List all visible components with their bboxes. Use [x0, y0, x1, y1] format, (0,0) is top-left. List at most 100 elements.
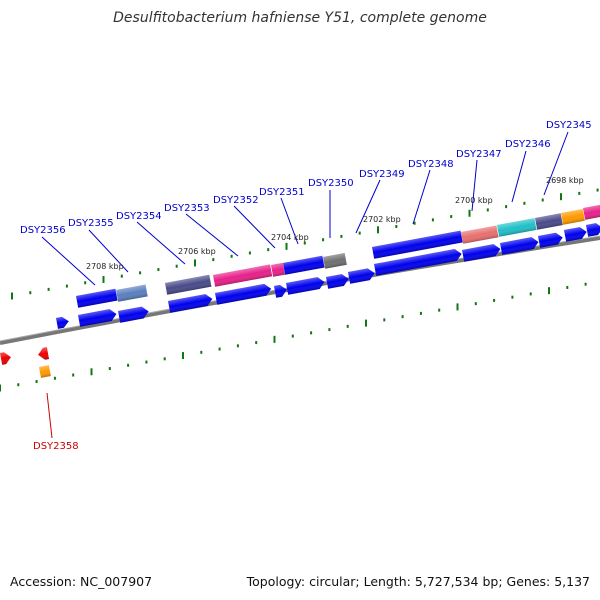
gene-shading: [76, 288, 118, 308]
gene-shading: [564, 227, 587, 242]
gene-label-dsy2345[interactable]: DSY2345: [546, 120, 592, 131]
gene-shading: [0, 352, 11, 365]
leader-line: [412, 169, 431, 225]
gene-arrow: [326, 274, 349, 289]
leader-line: [233, 205, 276, 249]
gene-dsy2355: [116, 284, 148, 302]
gene-shading: [118, 306, 149, 323]
gene-shading: [326, 274, 349, 289]
gene-shading: [461, 225, 499, 244]
gene-shading: [500, 237, 539, 255]
gene-shading: [586, 223, 600, 237]
gene-shading: [374, 249, 462, 276]
gene-shading: [283, 255, 325, 275]
gene-dsy2349: [372, 230, 463, 259]
gene-label-dsy2356[interactable]: DSY2356: [20, 225, 66, 236]
gene-shading: [462, 244, 501, 262]
gene-label-dsy2350[interactable]: DSY2350: [308, 178, 354, 189]
gene-label-dsy2346[interactable]: DSY2346: [505, 139, 551, 150]
gene-arrow: [586, 223, 600, 237]
gene-shading: [39, 365, 51, 378]
gene-shading: [215, 283, 272, 305]
leader-line: [511, 150, 527, 203]
leader-line: [88, 229, 129, 273]
gene-arrow: [118, 306, 149, 323]
gene-arrow: [564, 227, 587, 242]
gene-orange: [39, 365, 51, 378]
gene-arrow: [56, 316, 69, 329]
leader-line: [543, 131, 569, 196]
gene-shading: [271, 262, 285, 277]
gene-arrow: [374, 249, 462, 276]
gene-dsy2350: [323, 252, 347, 269]
gene-arrow: [286, 277, 325, 295]
gene-label-dsy2353[interactable]: DSY2353: [164, 203, 210, 214]
gene-shading: [274, 284, 287, 298]
leader-line: [471, 159, 478, 212]
gene-shading: [165, 274, 212, 295]
gene-shading: [538, 232, 563, 248]
genome-title: Desulfitobacterium hafniense Y51, comple…: [113, 10, 487, 26]
gene-shading: [583, 204, 600, 220]
gene-arrow: [348, 268, 375, 284]
gene-shading: [348, 268, 375, 284]
kbp-label: 2702 kbp: [363, 215, 401, 224]
gene-dsy2358: [38, 347, 50, 360]
gene-shading: [323, 252, 347, 269]
gene-dsy2344: [583, 204, 600, 220]
gene-shading: [213, 264, 273, 287]
gene-arrow: [274, 284, 287, 298]
gene-label-dsy2351[interactable]: DSY2351: [259, 187, 305, 198]
leader-line: [136, 221, 186, 265]
kbp-label: 2704 kbp: [271, 233, 309, 242]
gene-arrow: [500, 237, 539, 255]
gene-shading: [286, 277, 325, 295]
gene-dsy2345: [561, 208, 585, 225]
gene-dsy2346: [535, 213, 563, 230]
gene-dsy2356: [76, 288, 118, 308]
gene-shading: [116, 284, 148, 302]
gene-dsy2352: [271, 262, 285, 277]
gene-shading: [56, 316, 69, 329]
kbp-label: 2706 kbp: [178, 247, 216, 256]
kbp-label: 2700 kbp: [455, 196, 493, 205]
gene-label-dsy2347[interactable]: DSY2347: [456, 149, 502, 160]
leader-line: [41, 236, 96, 286]
topology-text: Topology: circular; Length: 5,727,534 bp…: [246, 574, 590, 589]
label-leader-lines: [41, 131, 569, 439]
gene-shading: [535, 213, 563, 230]
accession-text: Accession: NC_007907: [10, 574, 152, 589]
gene-arrow: [538, 232, 563, 248]
leader-line: [46, 392, 53, 439]
gene-features: [0, 204, 600, 378]
gene-dsy2353: [213, 264, 273, 287]
leader-line: [280, 197, 299, 245]
gene-arrow: [78, 309, 117, 327]
gene-shading: [497, 218, 537, 237]
gene-shading: [372, 230, 463, 259]
gene-red: [0, 352, 11, 365]
gene-dsy2347: [497, 218, 537, 237]
gene-label-dsy2348[interactable]: DSY2348: [408, 159, 454, 170]
gene-label-dsy2358[interactable]: DSY2358: [33, 441, 79, 452]
gene-dsy2351: [283, 255, 325, 275]
gene-label-dsy2355[interactable]: DSY2355: [68, 218, 114, 229]
gene-shading: [561, 208, 585, 225]
tick-marks: [0, 188, 599, 392]
gene-dsy2354: [165, 274, 212, 295]
gene-shading: [78, 309, 117, 327]
gene-shading: [38, 347, 50, 360]
leader-line: [355, 179, 381, 234]
gene-dsy2348: [461, 225, 499, 244]
gene-label-dsy2352[interactable]: DSY2352: [213, 195, 259, 206]
leader-line: [185, 213, 239, 257]
gene-arrow: [215, 283, 272, 305]
gene-shading: [168, 294, 213, 313]
gene-label-dsy2349[interactable]: DSY2349: [359, 169, 405, 180]
gene-label-dsy2354[interactable]: DSY2354: [116, 211, 162, 222]
gene-arrow: [168, 294, 213, 313]
gene-arrow: [462, 244, 501, 262]
kbp-label: 2698 kbp: [546, 176, 584, 185]
kbp-label: 2708 kbp: [86, 262, 124, 271]
